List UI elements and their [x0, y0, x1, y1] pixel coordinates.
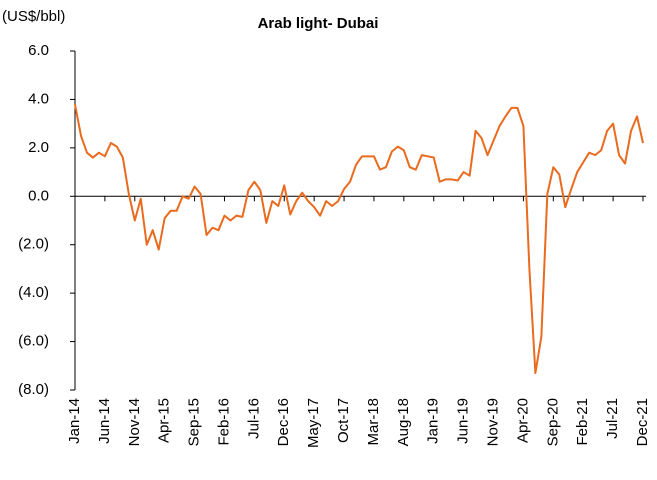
x-tick-label: Feb-16 — [215, 398, 232, 446]
x-tick-label: Dec-21 — [634, 398, 651, 446]
x-tick-label: Aug-18 — [395, 398, 412, 446]
y-tick-label: (2.0) — [18, 236, 49, 253]
y-tick-label: 0.0 — [28, 187, 49, 204]
x-tick-label: Feb-21 — [574, 398, 591, 446]
chart-title: Arab light- Dubai — [258, 15, 379, 32]
x-tick-label: Sep-20 — [544, 398, 561, 446]
y-tick-label: 4.0 — [28, 90, 49, 107]
y-tick-label: (6.0) — [18, 333, 49, 350]
data-line — [74, 104, 644, 375]
y-tick-label: (8.0) — [18, 381, 49, 398]
x-tick-label: Mar-18 — [365, 398, 382, 446]
x-tick-label: Nov-19 — [484, 398, 501, 446]
x-tick-label: Jun-19 — [455, 398, 472, 444]
x-tick-label: Jan-19 — [425, 398, 442, 444]
x-tick-label: Nov-14 — [126, 398, 143, 446]
y-tick-label: 6.0 — [28, 42, 49, 59]
x-tick-label: Jul-21 — [604, 398, 621, 439]
x-tick-label: May-17 — [305, 398, 322, 448]
y-tick-label: (4.0) — [18, 284, 49, 301]
x-tick-label: Jan-14 — [66, 398, 83, 444]
x-tick-label: Apr-20 — [514, 398, 531, 443]
x-tick-label: Dec-16 — [275, 398, 292, 446]
x-tick-label: Apr-15 — [156, 398, 173, 443]
y-tick-label: 2.0 — [28, 139, 49, 156]
x-tick-label: Jun-14 — [96, 398, 113, 444]
x-tick-label: Sep-15 — [186, 398, 203, 446]
x-tick-label: Jul-16 — [245, 398, 262, 439]
x-tick-label: Oct-17 — [335, 398, 352, 443]
y-axis-label: (US$/bbl) — [2, 8, 65, 25]
